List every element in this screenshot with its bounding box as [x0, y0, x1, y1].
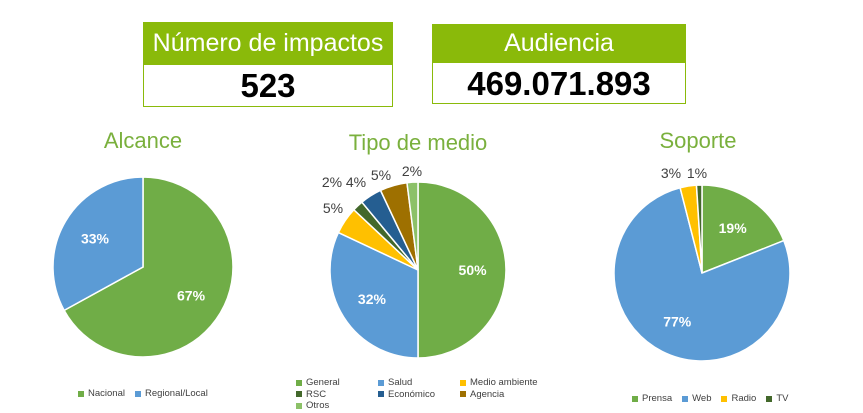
- pie-slice-general: [417, 181, 507, 359]
- pie-slice-tv: [695, 184, 703, 274]
- kpi-numero-impactos: Número de impactos 523: [143, 22, 393, 107]
- legend-item: RSC: [296, 389, 378, 400]
- pie-slice-otros: [406, 181, 419, 271]
- chart-title-alcance: Alcance: [103, 128, 183, 153]
- legend-alcance: Nacional Regional/Local: [78, 388, 218, 400]
- legend-item: Económico: [378, 389, 460, 400]
- data-label: 19%: [719, 220, 748, 236]
- data-label: 33%: [81, 231, 110, 247]
- legend-label: RSC: [306, 388, 327, 400]
- kpi-value: 523: [240, 67, 296, 104]
- legend-swatch: [78, 390, 84, 397]
- data-label: 5%: [371, 167, 391, 183]
- legend-item: Nacional: [78, 388, 125, 399]
- pie-slice-nacional: [63, 176, 234, 358]
- legend-item: General: [296, 377, 378, 388]
- legend-swatch: [632, 395, 638, 402]
- kpi-value: 469.071.893: [467, 65, 651, 102]
- legend-label: Prensa: [642, 393, 673, 404]
- legend-item: Otros: [296, 400, 378, 411]
- legend-item: TV: [766, 393, 788, 404]
- data-label: 3%: [661, 165, 681, 181]
- chart-title-tipo-medio: Tipo de medio: [348, 130, 488, 155]
- legend-item: Radio: [721, 393, 756, 404]
- legend-swatch: [296, 379, 302, 386]
- data-label: 50%: [459, 262, 488, 278]
- data-label: 1%: [687, 165, 707, 181]
- legend-tipo-medio: General Salud Medio ambiente RSC Económico Ag…: [296, 377, 556, 412]
- data-label: 2%: [322, 174, 342, 190]
- chart-title-soporte: Soporte: [659, 128, 737, 153]
- legend-label: Medio ambiente: [470, 377, 538, 388]
- data-label: 5%: [323, 200, 343, 216]
- pie-slice-regional-local: [52, 176, 144, 312]
- legend-label: Económico: [388, 388, 435, 400]
- legend-item: Agencia: [460, 389, 542, 400]
- legend-swatch: [296, 402, 302, 409]
- data-label: 4%: [346, 174, 366, 190]
- legend-label: TV: [776, 393, 789, 404]
- kpi-label: Número de impactos: [144, 23, 392, 65]
- legend-soporte: Prensa Web Radio TV: [632, 393, 798, 405]
- legend-item: Medio ambiente: [460, 377, 542, 388]
- legend-item: Regional/Local: [134, 388, 208, 399]
- pie-slice-prensa: [701, 184, 785, 275]
- legend-label: Web: [692, 393, 712, 404]
- legend-label: General: [306, 377, 340, 388]
- legend-label: Otros: [306, 400, 330, 411]
- legend-label: Salud: [388, 377, 413, 388]
- legend-swatch: [766, 395, 773, 402]
- legend-swatch: [460, 391, 466, 397]
- legend-swatch: [134, 390, 141, 397]
- legend-swatch: [296, 391, 302, 397]
- legend-swatch: [721, 395, 728, 402]
- legend-item: Salud: [378, 377, 460, 388]
- pie-slice-salud: [329, 231, 419, 359]
- legend-swatch: [378, 391, 384, 397]
- data-label: 67%: [177, 287, 206, 303]
- kpi-audiencia: Audiencia 469.071.893: [432, 24, 686, 104]
- legend-swatch: [460, 379, 466, 386]
- kpi-label: Audiencia: [433, 25, 685, 63]
- data-label: 32%: [358, 291, 387, 307]
- legend-label: Regional/Local: [144, 388, 208, 399]
- data-label: 77%: [663, 314, 692, 330]
- data-label: 2%: [402, 163, 422, 179]
- legend-swatch: [682, 395, 689, 402]
- legend-item: Prensa: [632, 393, 672, 404]
- legend-item: Web: [682, 393, 711, 404]
- pie-slice-web: [613, 186, 791, 362]
- legend-swatch: [378, 379, 384, 386]
- legend-label: Agencia: [470, 388, 505, 400]
- legend-label: Nacional: [88, 388, 125, 399]
- legend-label: Radio: [731, 393, 757, 404]
